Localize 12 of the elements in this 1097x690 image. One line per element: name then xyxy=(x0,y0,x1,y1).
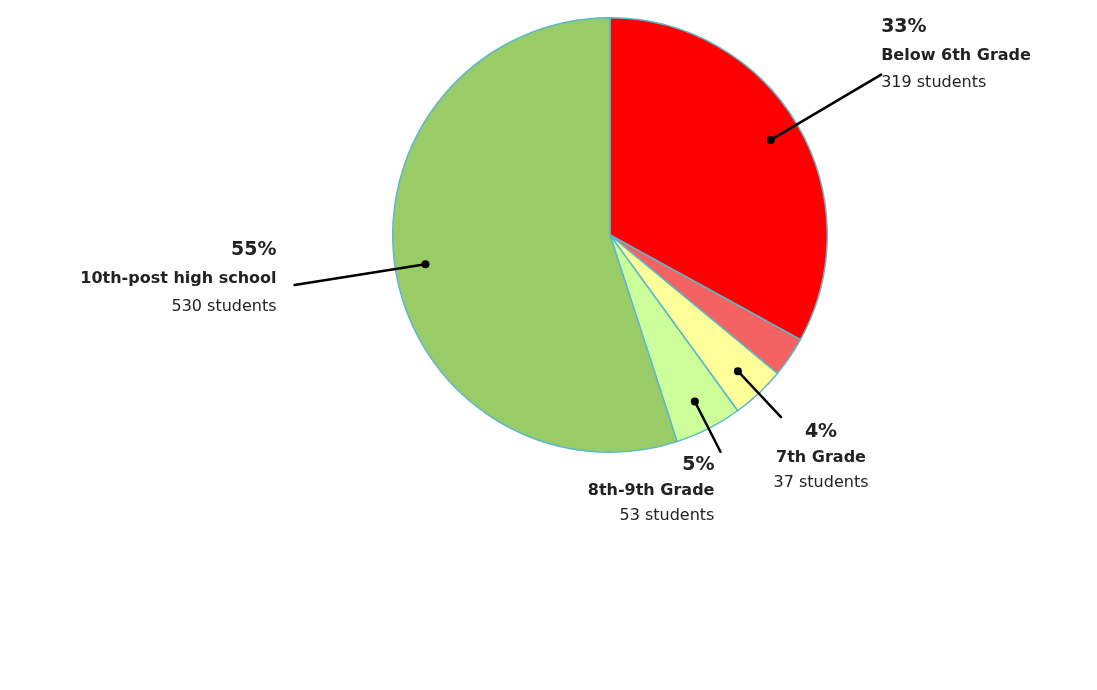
slice-label: 7th Grade xyxy=(776,447,867,467)
text: 319 students xyxy=(881,71,987,91)
text: 37 students xyxy=(773,472,869,492)
data-label: 5% xyxy=(682,451,715,474)
data-label: 33% xyxy=(881,13,927,36)
slice-label: Below 6th Grade xyxy=(881,44,1032,64)
text: 530 students xyxy=(171,295,277,315)
slice-label: 8th-9th Grade xyxy=(587,479,715,499)
slice-label: 10th-post high school xyxy=(80,267,277,287)
data-label: 55% xyxy=(231,236,277,259)
text: 53 students xyxy=(619,504,715,524)
data-label: 4% xyxy=(804,419,838,442)
